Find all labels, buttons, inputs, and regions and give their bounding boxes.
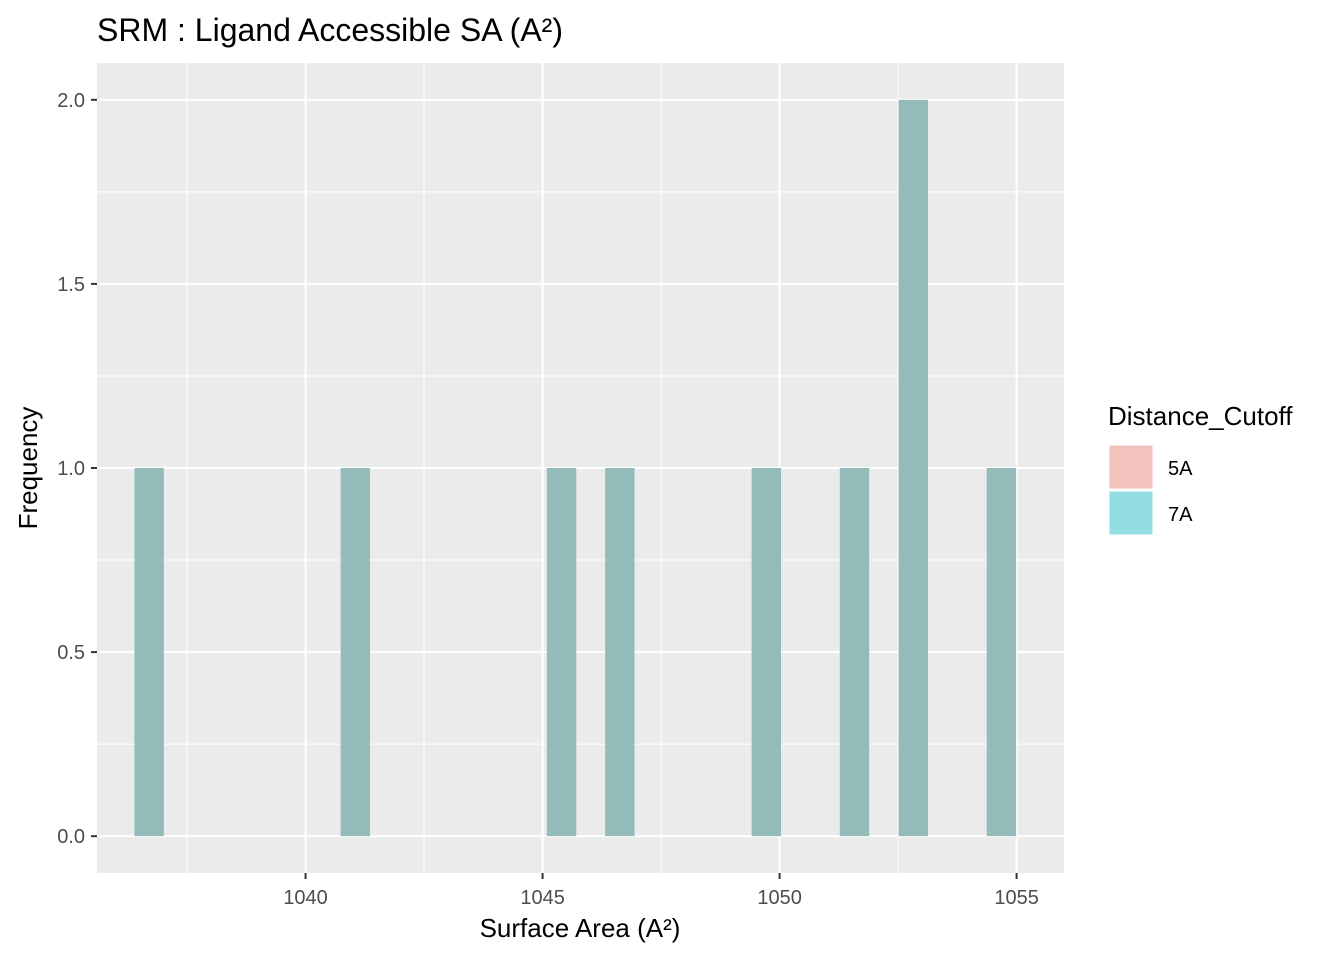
y-tick-label: 1.5 [57,274,85,296]
y-axis-title: Frequency [13,407,43,530]
x-axis: 1040 1045 1050 1055 [283,873,1039,909]
legend-key-5A [1108,444,1154,490]
y-axis: 0.0 0.5 1.0 1.5 2.0 [57,90,97,848]
x-tick-label: 1050 [757,887,802,909]
histogram-bar-7A [605,468,635,837]
histogram-bar-7A [898,99,928,837]
x-tick-label: 1055 [994,887,1039,909]
histogram-bars [134,99,1017,837]
y-tick-label: 2.0 [57,90,85,112]
chart-title: SRM : Ligand Accessible SA (A²) [97,12,563,48]
y-tick-label: 0.0 [57,826,85,848]
y-tick-label: 1.0 [57,458,85,480]
x-tick-label: 1045 [520,887,565,909]
x-axis-title: Surface Area (A²) [480,913,681,943]
legend-label-7A: 7A [1168,504,1193,526]
legend-key-7A [1108,490,1154,536]
legend-label-5A: 5A [1168,458,1193,480]
x-tick-label: 1040 [283,887,328,909]
histogram-bar-7A [986,468,1017,837]
legend: Distance_Cutoff 5A 7A [1108,401,1293,536]
y-tick-label: 0.5 [57,642,85,664]
histogram-bar-7A [134,468,164,837]
histogram-bar-7A [340,468,371,837]
histogram-bar-7A [751,468,782,837]
histogram-bar-7A [839,468,870,837]
histogram-bar-7A [546,468,577,837]
legend-title: Distance_Cutoff [1108,401,1293,431]
